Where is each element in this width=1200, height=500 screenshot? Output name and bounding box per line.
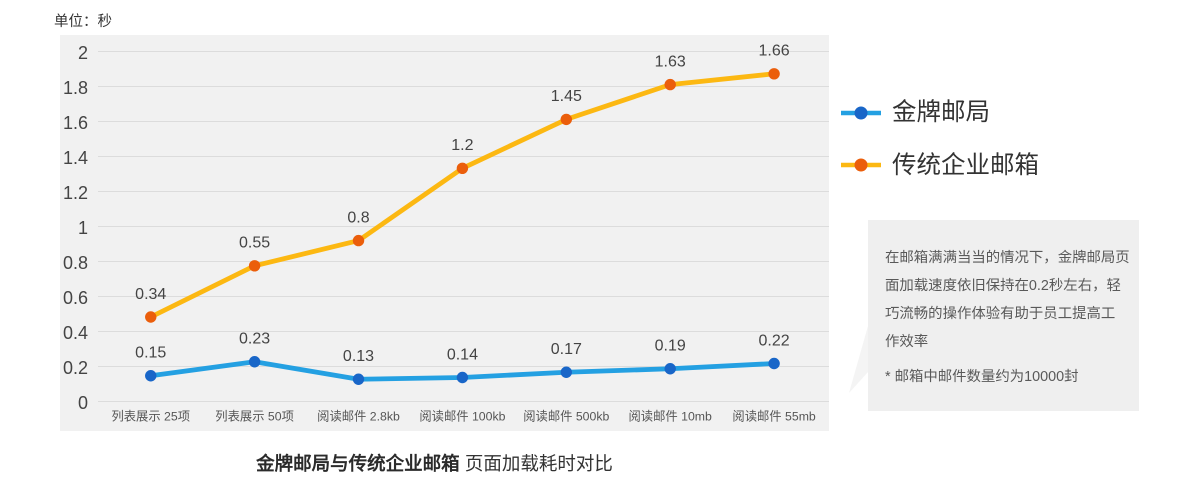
svg-text:阅读邮件 500kb: 阅读邮件 500kb (523, 410, 609, 424)
svg-text:1.66: 1.66 (759, 43, 790, 60)
svg-text:0.14: 0.14 (447, 346, 478, 363)
svg-text:0.8: 0.8 (347, 209, 369, 226)
svg-text:1.2: 1.2 (63, 183, 88, 203)
svg-text:阅读邮件 100kb: 阅读邮件 100kb (419, 410, 505, 424)
svg-text:0.55: 0.55 (239, 235, 270, 252)
svg-text:1.8: 1.8 (63, 78, 88, 98)
svg-text:1: 1 (78, 218, 88, 238)
svg-text:1.63: 1.63 (655, 53, 686, 70)
svg-text:0: 0 (78, 393, 88, 413)
svg-text:阅读邮件 2.8kb: 阅读邮件 2.8kb (317, 410, 400, 424)
svg-text:0.22: 0.22 (759, 332, 790, 349)
svg-text:0.19: 0.19 (655, 338, 686, 355)
svg-text:0.23: 0.23 (239, 331, 270, 348)
svg-text:阅读邮件 10mb: 阅读邮件 10mb (629, 410, 713, 424)
svg-text:1.4: 1.4 (63, 148, 88, 168)
svg-text:列表展示 25项: 列表展示 25项 (111, 410, 190, 424)
svg-text:0.6: 0.6 (63, 288, 88, 308)
svg-text:0.2: 0.2 (63, 358, 88, 378)
svg-text:1.2: 1.2 (451, 137, 473, 154)
svg-text:1.6: 1.6 (63, 113, 88, 133)
svg-text:0.4: 0.4 (63, 323, 88, 343)
svg-text:0.13: 0.13 (343, 348, 374, 365)
svg-text:阅读邮件 55mb: 阅读邮件 55mb (732, 410, 816, 424)
svg-text:2: 2 (78, 43, 88, 63)
svg-text:0.8: 0.8 (63, 253, 88, 273)
svg-text:列表展示 50项: 列表展示 50项 (215, 410, 294, 424)
svg-text:0.34: 0.34 (135, 286, 166, 303)
svg-text:0.17: 0.17 (551, 341, 582, 358)
svg-text:1.45: 1.45 (551, 88, 582, 105)
svg-text:0.15: 0.15 (135, 345, 166, 362)
